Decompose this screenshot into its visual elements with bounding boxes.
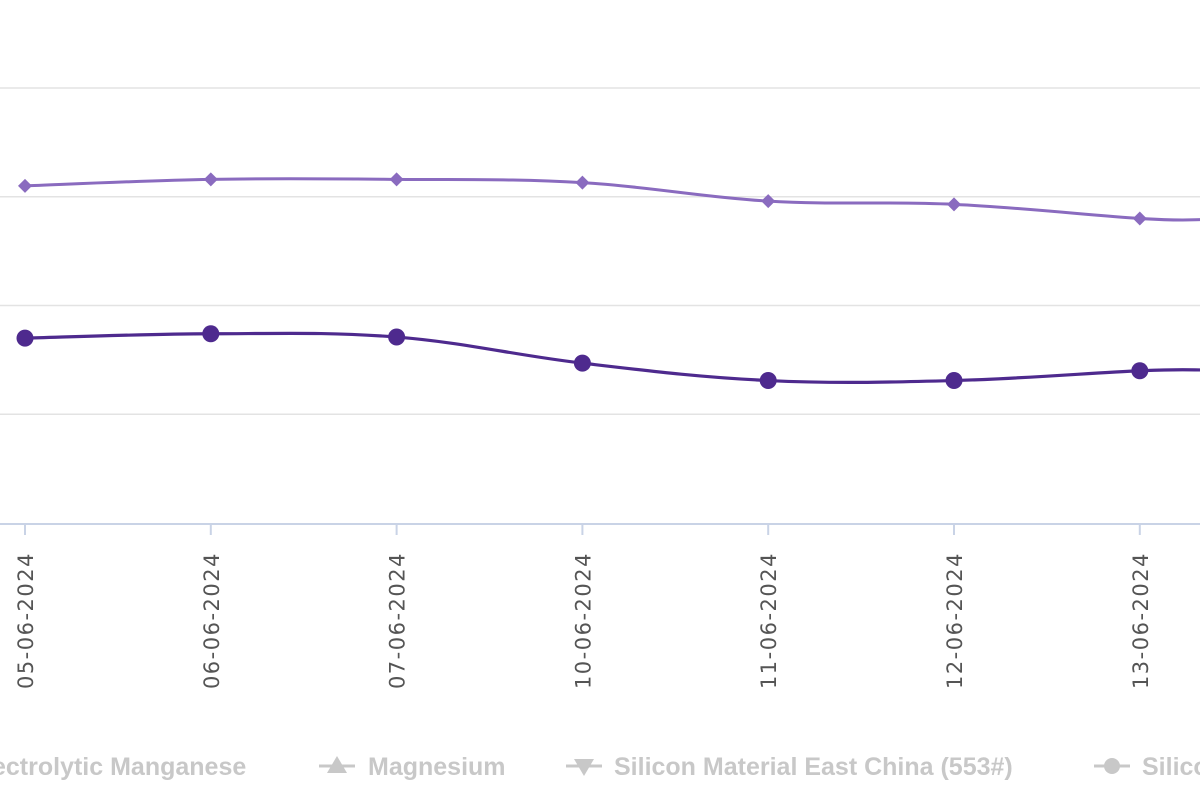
legend-triangle-down-icon <box>574 759 594 776</box>
point-s1-0 <box>16 329 34 347</box>
x-tick-label-2: 07-06-2024 <box>386 552 410 689</box>
point-s0-2 <box>389 172 404 187</box>
legend-entry-3: Silico <box>1142 753 1200 781</box>
legend-entry-0: ectrolytic Manganese <box>0 753 246 781</box>
point-s0-6 <box>1132 211 1147 226</box>
series-line-0 <box>23 177 1200 222</box>
point-s1-4 <box>759 372 777 390</box>
x-tick-label-0: 05-06-2024 <box>14 552 38 689</box>
point-s1-5 <box>945 372 963 390</box>
point-s1-6 <box>1131 362 1149 380</box>
point-s1-1 <box>202 325 220 343</box>
legend-circle-icon <box>1104 758 1120 774</box>
x-tick-label-3: 10-06-2024 <box>571 552 595 689</box>
point-s0-5 <box>947 197 961 212</box>
point-s0-0 <box>18 178 32 193</box>
x-tick-label-6: 13-06-2024 <box>1129 552 1153 689</box>
legend-entry-1: Magnesium <box>368 753 506 781</box>
legend-triangle-up-icon <box>327 756 347 773</box>
legend-entry-2: Silicon Material East China (553#) <box>614 753 1013 781</box>
point-s1-3 <box>573 354 591 372</box>
series-line-1 <box>23 331 1200 385</box>
point-s1-2 <box>388 328 406 346</box>
point-s0-4 <box>761 194 776 209</box>
point-s0-3 <box>575 175 590 190</box>
x-tick-label-5: 12-06-2024 <box>943 552 967 689</box>
point-s0-1 <box>203 172 218 187</box>
x-tick-label-1: 06-06-2024 <box>200 552 224 689</box>
x-tick-label-4: 11-06-2024 <box>757 552 781 689</box>
